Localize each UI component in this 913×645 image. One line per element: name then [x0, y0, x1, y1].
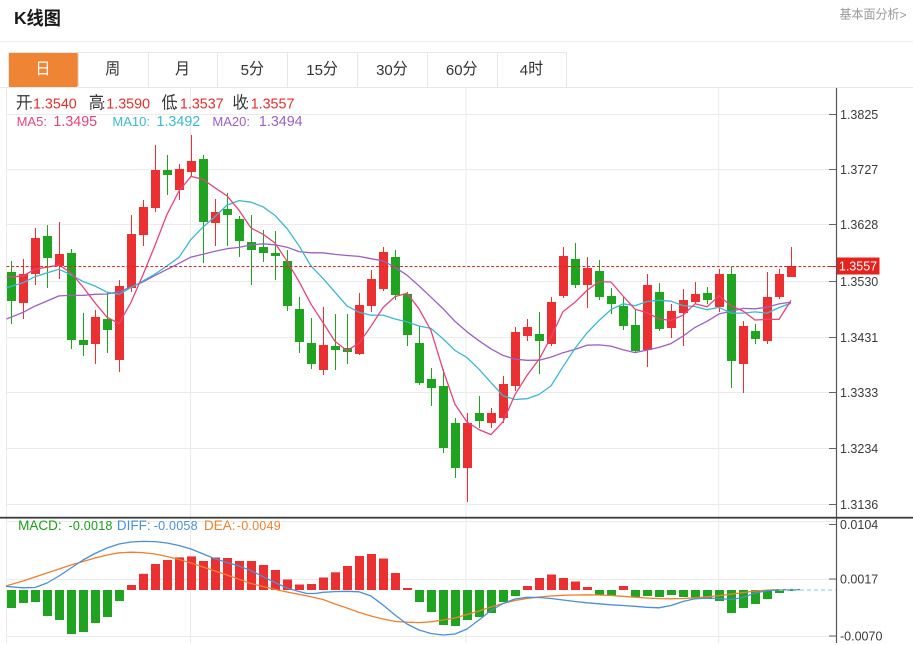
svg-text:MACD:: MACD:	[18, 518, 62, 533]
svg-text::: :	[245, 96, 249, 112]
svg-text:1: 1	[306, 62, 314, 79]
svg-text:DEA:: DEA:	[204, 518, 236, 533]
svg-text:4: 4	[520, 62, 528, 79]
svg-text:1.3492: 1.3492	[157, 114, 201, 130]
svg-text:0.0104: 0.0104	[840, 518, 878, 532]
svg-text:3: 3	[376, 62, 384, 79]
svg-text:-0.0070: -0.0070	[840, 629, 882, 643]
svg-text::: :	[29, 96, 33, 112]
svg-text:1.3495: 1.3495	[53, 114, 97, 130]
svg-text:-0.0049: -0.0049	[237, 519, 281, 533]
svg-text:0.0017: 0.0017	[840, 572, 878, 586]
svg-text::: :	[102, 96, 106, 112]
svg-text:-0.0018: -0.0018	[69, 519, 113, 533]
svg-text:6: 6	[446, 62, 454, 79]
svg-text:1.3530: 1.3530	[840, 275, 878, 289]
svg-text:1.3494: 1.3494	[259, 114, 303, 130]
svg-text:-0.0058: -0.0058	[154, 519, 198, 533]
svg-text:1.3628: 1.3628	[840, 218, 878, 232]
svg-text:DIFF:: DIFF:	[117, 518, 151, 533]
svg-text::: :	[174, 96, 178, 112]
svg-text:5: 5	[315, 62, 323, 79]
svg-text:MA10:: MA10:	[112, 114, 150, 129]
svg-text:1.3431: 1.3431	[840, 331, 878, 345]
svg-text:0: 0	[384, 62, 392, 79]
svg-text:0: 0	[454, 62, 462, 79]
svg-text:MA5:: MA5:	[17, 114, 47, 129]
svg-text:1.3590: 1.3590	[106, 97, 150, 113]
svg-text:1.3136: 1.3136	[840, 498, 878, 512]
svg-text:1.3333: 1.3333	[840, 386, 878, 400]
svg-text:>: >	[900, 8, 907, 22]
svg-text:1.3825: 1.3825	[840, 108, 878, 122]
svg-text:1.3557: 1.3557	[251, 97, 295, 113]
svg-text:5: 5	[241, 62, 249, 79]
svg-text:1.3234: 1.3234	[840, 442, 878, 456]
svg-text:1.3557: 1.3557	[839, 259, 877, 273]
svg-text:K: K	[14, 8, 27, 28]
svg-text:1.3727: 1.3727	[840, 163, 878, 177]
svg-text:MA20:: MA20:	[212, 114, 250, 129]
svg-text:1.3540: 1.3540	[33, 97, 77, 113]
svg-text:1.3537: 1.3537	[180, 97, 224, 113]
